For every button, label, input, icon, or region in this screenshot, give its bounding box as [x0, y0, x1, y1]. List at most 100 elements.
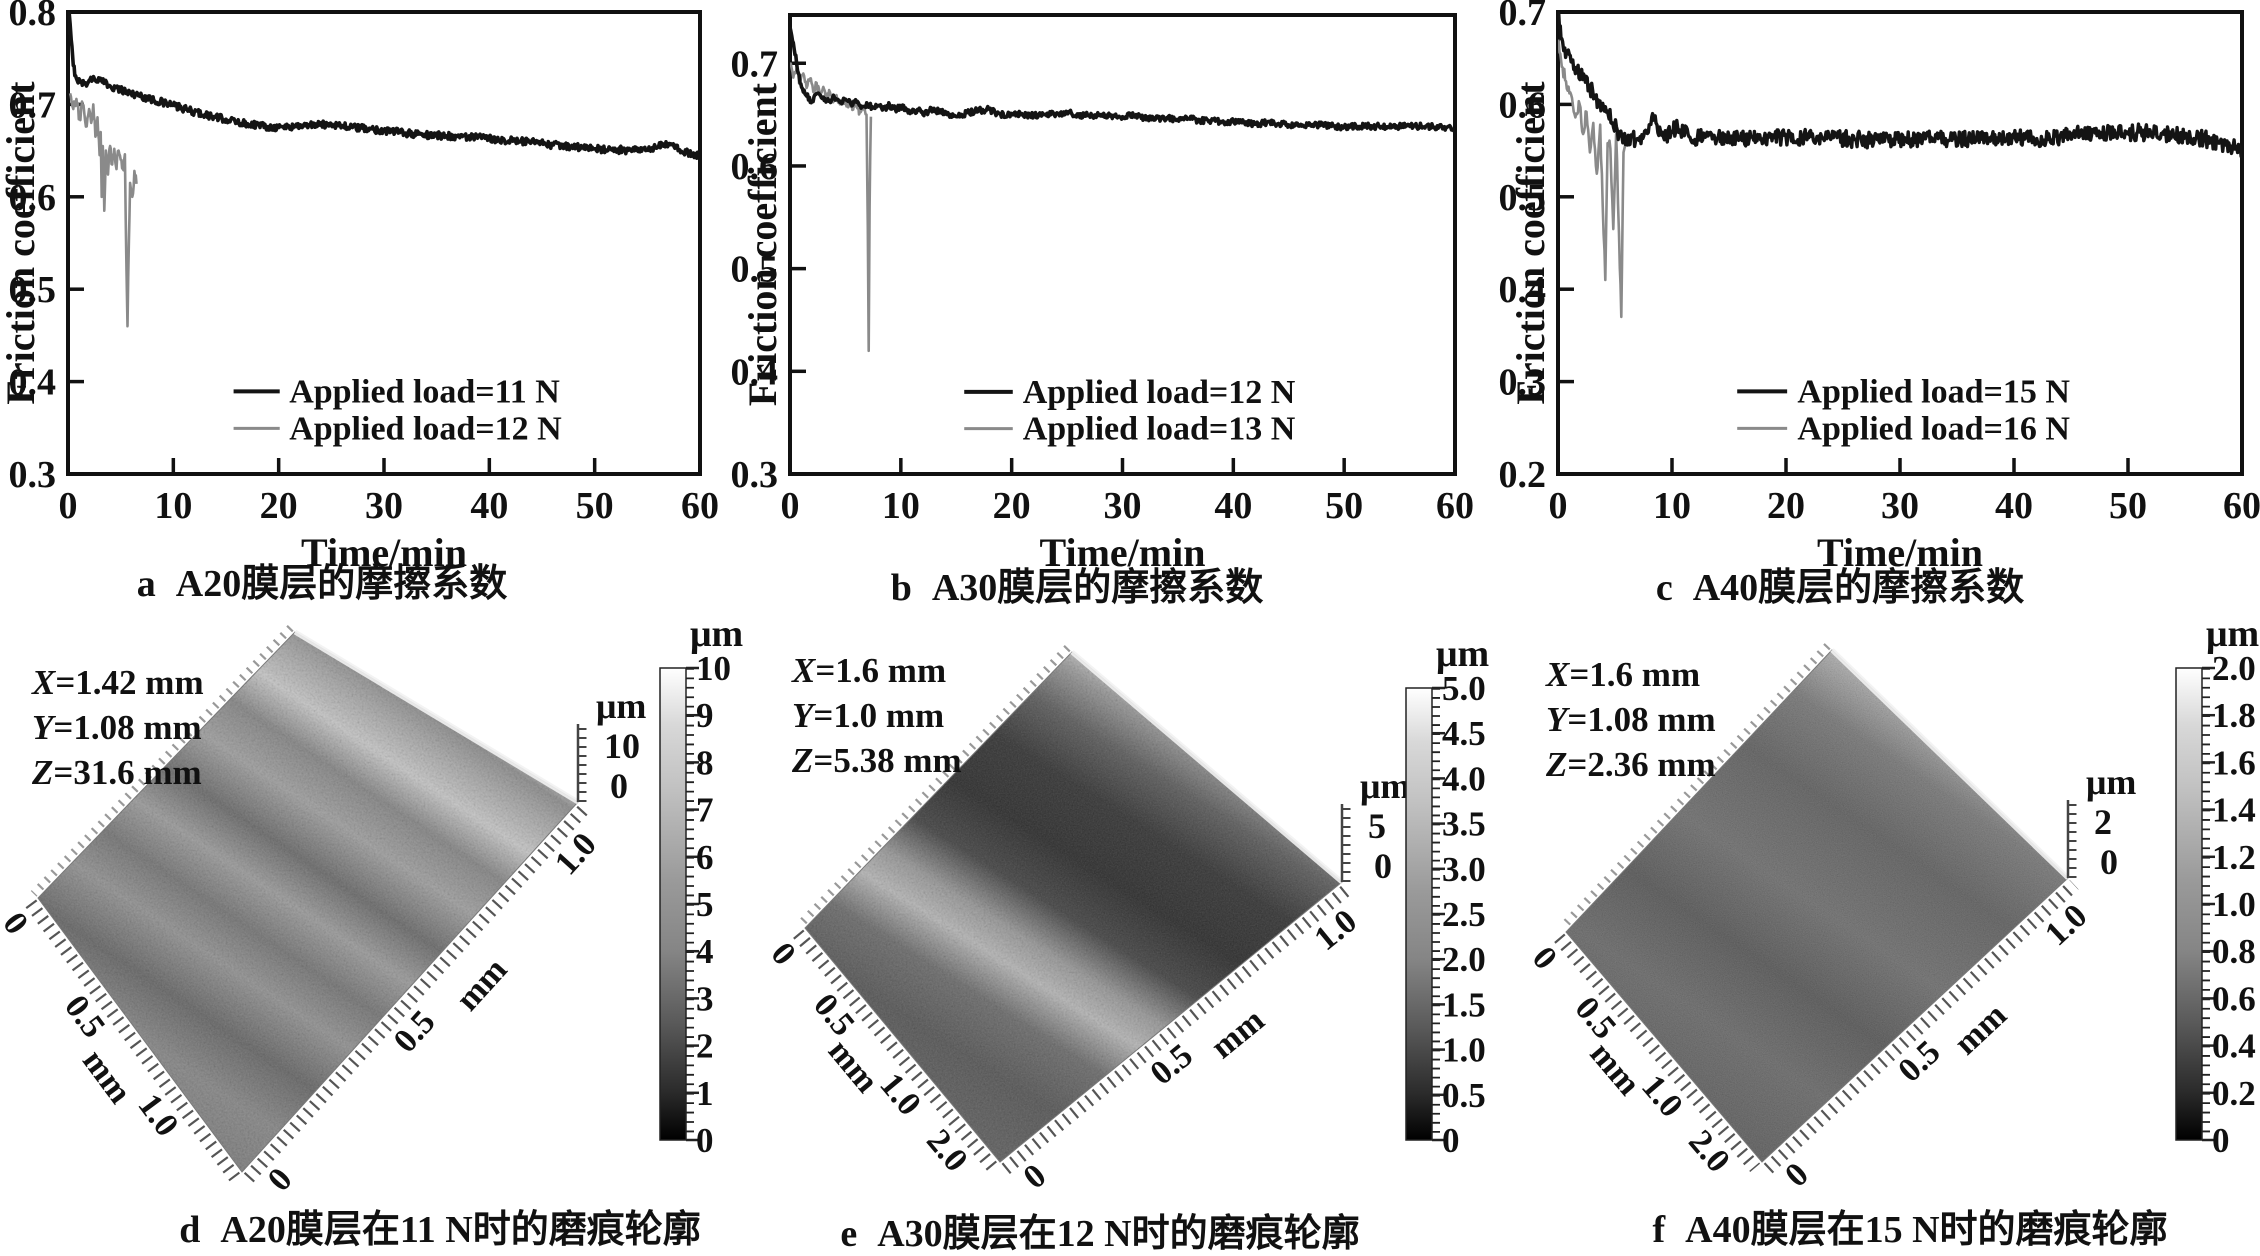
chart-frame [788, 13, 1457, 476]
surface-axis-label: 2.0 [1681, 1123, 1737, 1179]
x-tick-label: 10 [882, 485, 920, 527]
surface-axis-label: mm [1947, 997, 2014, 1063]
caption-c: c A40膜层的摩擦系数 [1530, 556, 2150, 611]
caption-letter: d [179, 1209, 201, 1251]
x-tick-label: 0 [1549, 485, 1568, 527]
y-tick-label: 0.2 [1499, 454, 1547, 496]
caption-letter: f [1652, 1209, 1666, 1251]
series-line-13 [790, 62, 873, 353]
colorbar-tick-label: 3.0 [1442, 850, 1486, 889]
x-tick-label: 0 [781, 485, 800, 527]
annotation-var: Y [792, 696, 814, 735]
chart-frame [1556, 10, 2244, 476]
surface-axis-label: 0.5 [806, 987, 862, 1043]
surface-axis-label: mm [449, 951, 514, 1018]
surface-annotation-f: X=1.6 mm Y=1.08 mm Z=2.36 mm [1546, 652, 1716, 787]
annotation-value: =1.08 mm [1567, 700, 1716, 739]
annotation-var: Z [32, 753, 54, 792]
surface-axis-label: 0.5 [387, 1004, 443, 1060]
colorbar-tick-label: 4 [696, 932, 714, 971]
x-axis-title: Time/min [1040, 530, 1206, 575]
colorbar-tick-label: 0 [2212, 1121, 2230, 1160]
surface-axis-label: 0 [261, 1161, 300, 1198]
annotation-var: X [1546, 655, 1570, 694]
x-tick-label: 50 [2109, 485, 2147, 527]
colorbar-tick-label: 1.6 [2212, 743, 2256, 782]
friction-chart-a: 0.8 0.7 0.6 0.5 0.4 0.30 10 20 30 40 50 60 Time/min F… [0, 0, 719, 575]
x-tick-label: 40 [1995, 485, 2033, 527]
y-tick-label: 0.5 [1499, 177, 1547, 219]
colorbar-tick-label: 1.0 [1442, 1031, 1486, 1070]
surface-axis-label: 0.5 [1568, 990, 1624, 1046]
series-line-15 [1558, 12, 2242, 159]
caption-e: e A30膜层在12 N时的磨痕轮廓 [790, 1202, 1410, 1256]
annotation-value: =2.36 mm [1567, 745, 1716, 784]
colorbar-tick-label: 2 [696, 1027, 714, 1066]
colorbar-title: μm [690, 613, 743, 655]
x-tick-label: 40 [1214, 485, 1252, 527]
friction-chart-b: 0.7 0.6 0.5 0.4 0.30 10 20 30 40 50 60 Time/min Fric… [731, 13, 1474, 575]
annotation-var: Y [32, 708, 54, 747]
surface-axis-label: 1.0 [2038, 897, 2094, 953]
surface-axis-label: 2.0 [919, 1123, 975, 1179]
x-tick-label: 30 [1104, 485, 1142, 527]
legend-label: Applied load=13 N [1023, 411, 1296, 448]
caption-d: d A20膜层在11 N时的磨痕轮廓 [130, 1198, 750, 1253]
z-axis-min: 0 [1374, 846, 1392, 886]
x-tick-label: 0 [59, 485, 78, 527]
x-axis-title: Time/min [301, 530, 467, 575]
colorbar-tick-label: 3 [696, 979, 714, 1018]
x-tick-label: 60 [2223, 485, 2260, 527]
annotation-var: X [792, 651, 816, 690]
chart-frame [66, 10, 702, 476]
surface-axis-label: 0 [0, 906, 35, 942]
z-axis-max: 5 [1368, 806, 1386, 846]
legend-label: Applied load=16 N [1797, 410, 2070, 447]
surface-axis-label: 0.5 [57, 989, 112, 1045]
surface-axis-label: 0.5 [1144, 1037, 1200, 1093]
colorbar-title: μm [2206, 613, 2259, 655]
colorbar-bar [2175, 667, 2203, 1141]
x-tick-label: 60 [1436, 485, 1474, 527]
colorbar-tick-label: 4.5 [1442, 714, 1486, 753]
caption-letter: e [840, 1213, 858, 1255]
y-axis-title: Friction coefficient [740, 82, 785, 406]
friction-charts-row: 0.80.70.60.50.40.30 10 20 30 40 50 60Time/minF… [0, 0, 2260, 575]
surface-axis-label: 0 [1525, 940, 1564, 977]
colorbar-tick-label: 9 [696, 696, 714, 735]
axis-tick-comb [1763, 879, 2079, 1174]
friction-chart-c: 0.7 0.6 0.5 0.4 0.3 0.20 10 20 30 40 50 60 Time/min F… [1499, 0, 2260, 575]
x-tick-label: 10 [154, 485, 192, 527]
colorbar-tick-label: 1.5 [1442, 985, 1486, 1024]
annotation-value: =1.42 mm [55, 663, 204, 702]
surface-far-edge [1830, 648, 2070, 880]
surface-axis-label: 1.0 [548, 826, 604, 882]
caption-text: A40膜层在15 N时的磨痕轮廓 [1685, 1209, 2168, 1251]
y-tick-label: 0.4 [1499, 269, 1547, 311]
surface-annotation-e: X=1.6 mm Y=1.0 mm Z=5.38 mm [792, 648, 962, 783]
surface-axis-label: 1.0 [130, 1087, 185, 1143]
y-tick-label: 0.6 [9, 177, 57, 219]
colorbar-tick-label: 8 [696, 743, 714, 782]
colorbar-tick-label: 0.8 [2212, 932, 2256, 971]
colorbar-tick-label: 6 [696, 838, 714, 877]
colorbar-tick-label: 2.5 [1442, 895, 1486, 934]
surface-axis-label: 0 [764, 936, 803, 973]
colorbar-tick-label: 7 [696, 791, 714, 830]
z-axis-min: 0 [2100, 842, 2118, 882]
caption-text: A40膜层的摩擦系数 [1692, 567, 2025, 609]
y-tick-label: 0.7 [9, 84, 57, 126]
colorbar-tick-label: 1.4 [2212, 791, 2256, 830]
colorbar-tick-label: 2.0 [1442, 940, 1486, 979]
surface-axis-label: mm [1204, 1002, 1271, 1067]
x-tick-label: 30 [1881, 485, 1919, 527]
colorbar-tick-label: 0 [1442, 1121, 1460, 1160]
annotation-var: X [32, 663, 56, 702]
series-line-12 [790, 26, 1455, 133]
series-line-16 [1558, 39, 1628, 319]
colorbar-tick-label: 0.4 [2212, 1027, 2256, 1066]
surface-axis-label: 1.0 [1308, 903, 1364, 959]
annotation-value: =1.08 mm [53, 708, 202, 747]
y-tick-label: 0.4 [731, 351, 779, 393]
